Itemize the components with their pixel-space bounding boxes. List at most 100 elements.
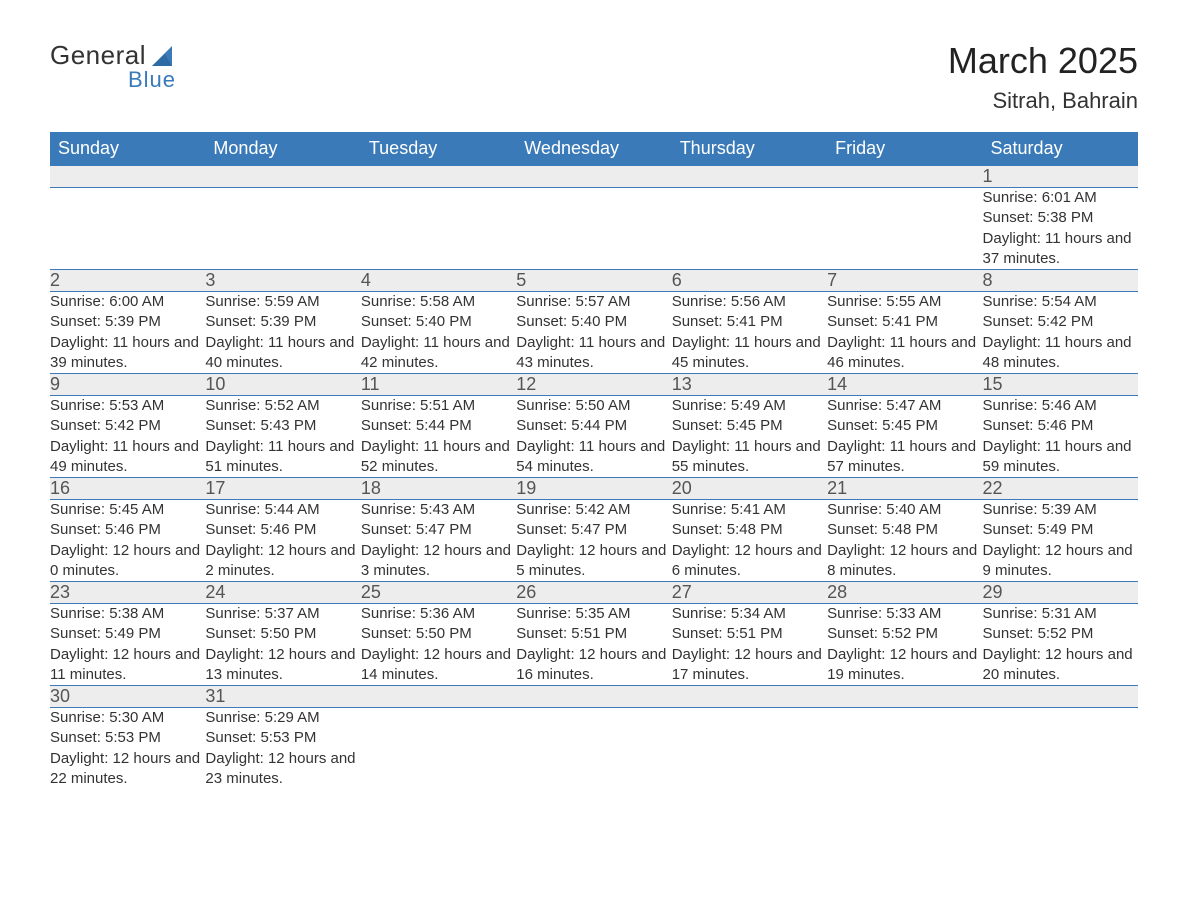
month-title: March 2025 [948,40,1138,82]
day-cell: Sunrise: 5:49 AMSunset: 5:45 PMDaylight:… [672,396,827,478]
sunrise-line: Sunrise: 5:40 AM [827,500,982,520]
day-number: 16 [50,478,205,500]
weekday-header: Sunday [50,132,205,166]
empty-cell [516,686,671,708]
sunset-line: Sunset: 5:39 PM [205,312,360,332]
sunrise-line: Sunrise: 5:46 AM [983,396,1138,416]
day-number: 26 [516,582,671,604]
sunrise-line: Sunrise: 5:29 AM [205,708,360,728]
daylight-line: Daylight: 12 hours and 17 minutes. [672,645,827,686]
empty-cell [205,188,360,270]
daylight-line: Daylight: 12 hours and 0 minutes. [50,541,205,582]
sunset-line: Sunset: 5:51 PM [516,624,671,644]
day-data-row: Sunrise: 6:00 AMSunset: 5:39 PMDaylight:… [50,292,1138,374]
sunset-line: Sunset: 5:40 PM [516,312,671,332]
logo-text-blue: Blue [128,67,176,93]
sunrise-line: Sunrise: 5:35 AM [516,604,671,624]
sunset-line: Sunset: 5:47 PM [361,520,516,540]
day-number: 21 [827,478,982,500]
day-number-row: 1 [50,166,1138,188]
weekday-header: Friday [827,132,982,166]
calendar-body: 1 Sunrise: 6:01 AMSunset: 5:38 PMDayligh… [50,166,1138,790]
empty-cell [361,686,516,708]
daylight-line: Daylight: 11 hours and 42 minutes. [361,333,516,374]
weekday-header: Monday [205,132,360,166]
sunset-line: Sunset: 5:41 PM [672,312,827,332]
sunset-line: Sunset: 5:46 PM [50,520,205,540]
sunrise-line: Sunrise: 5:59 AM [205,292,360,312]
day-cell: Sunrise: 5:36 AMSunset: 5:50 PMDaylight:… [361,604,516,686]
daylight-line: Daylight: 12 hours and 3 minutes. [361,541,516,582]
day-cell: Sunrise: 6:01 AMSunset: 5:38 PMDaylight:… [983,188,1138,270]
daylight-line: Daylight: 11 hours and 46 minutes. [827,333,982,374]
sunrise-line: Sunrise: 5:41 AM [672,500,827,520]
empty-cell [205,166,360,188]
day-cell: Sunrise: 6:00 AMSunset: 5:39 PMDaylight:… [50,292,205,374]
day-number-row: 3031 [50,686,1138,708]
day-number: 29 [983,582,1138,604]
day-number: 22 [983,478,1138,500]
daylight-line: Daylight: 12 hours and 11 minutes. [50,645,205,686]
empty-cell [50,166,205,188]
daylight-line: Daylight: 11 hours and 54 minutes. [516,437,671,478]
day-cell: Sunrise: 5:37 AMSunset: 5:50 PMDaylight:… [205,604,360,686]
day-number: 9 [50,374,205,396]
day-number: 28 [827,582,982,604]
day-cell: Sunrise: 5:58 AMSunset: 5:40 PMDaylight:… [361,292,516,374]
day-cell: Sunrise: 5:29 AMSunset: 5:53 PMDaylight:… [205,708,360,790]
daylight-line: Daylight: 11 hours and 45 minutes. [672,333,827,374]
empty-cell [827,686,982,708]
day-cell: Sunrise: 5:42 AMSunset: 5:47 PMDaylight:… [516,500,671,582]
sunrise-line: Sunrise: 6:01 AM [983,188,1138,208]
empty-cell [672,686,827,708]
daylight-line: Daylight: 12 hours and 22 minutes. [50,749,205,790]
day-number: 19 [516,478,671,500]
day-cell: Sunrise: 5:35 AMSunset: 5:51 PMDaylight:… [516,604,671,686]
day-number: 6 [672,270,827,292]
sunset-line: Sunset: 5:47 PM [516,520,671,540]
daylight-line: Daylight: 12 hours and 8 minutes. [827,541,982,582]
sunset-line: Sunset: 5:45 PM [672,416,827,436]
day-cell: Sunrise: 5:51 AMSunset: 5:44 PMDaylight:… [361,396,516,478]
daylight-line: Daylight: 12 hours and 16 minutes. [516,645,671,686]
day-number: 20 [672,478,827,500]
empty-cell [983,708,1138,790]
location: Sitrah, Bahrain [948,88,1138,114]
sunset-line: Sunset: 5:49 PM [50,624,205,644]
day-data-row: Sunrise: 5:30 AMSunset: 5:53 PMDaylight:… [50,708,1138,790]
sunset-line: Sunset: 5:43 PM [205,416,360,436]
daylight-line: Daylight: 12 hours and 6 minutes. [672,541,827,582]
day-number: 27 [672,582,827,604]
daylight-line: Daylight: 11 hours and 57 minutes. [827,437,982,478]
sunrise-line: Sunrise: 5:47 AM [827,396,982,416]
daylight-line: Daylight: 11 hours and 59 minutes. [983,437,1138,478]
day-number: 1 [983,166,1138,188]
day-number: 15 [983,374,1138,396]
empty-cell [361,708,516,790]
day-cell: Sunrise: 5:57 AMSunset: 5:40 PMDaylight:… [516,292,671,374]
sunset-line: Sunset: 5:44 PM [516,416,671,436]
sunset-line: Sunset: 5:42 PM [50,416,205,436]
calendar-head: SundayMondayTuesdayWednesdayThursdayFrid… [50,132,1138,166]
sunset-line: Sunset: 5:46 PM [205,520,360,540]
sunrise-line: Sunrise: 5:49 AM [672,396,827,416]
sunrise-line: Sunrise: 5:31 AM [983,604,1138,624]
day-number-row: 23242526272829 [50,582,1138,604]
day-cell: Sunrise: 5:45 AMSunset: 5:46 PMDaylight:… [50,500,205,582]
day-cell: Sunrise: 5:41 AMSunset: 5:48 PMDaylight:… [672,500,827,582]
sunrise-line: Sunrise: 5:56 AM [672,292,827,312]
day-cell: Sunrise: 5:33 AMSunset: 5:52 PMDaylight:… [827,604,982,686]
day-cell: Sunrise: 5:50 AMSunset: 5:44 PMDaylight:… [516,396,671,478]
day-data-row: Sunrise: 6:01 AMSunset: 5:38 PMDaylight:… [50,188,1138,270]
day-number: 24 [205,582,360,604]
sunset-line: Sunset: 5:45 PM [827,416,982,436]
day-number: 14 [827,374,982,396]
day-number: 23 [50,582,205,604]
sunset-line: Sunset: 5:42 PM [983,312,1138,332]
sunrise-line: Sunrise: 5:45 AM [50,500,205,520]
day-cell: Sunrise: 5:59 AMSunset: 5:39 PMDaylight:… [205,292,360,374]
day-number: 30 [50,686,205,708]
day-cell: Sunrise: 5:55 AMSunset: 5:41 PMDaylight:… [827,292,982,374]
empty-cell [983,686,1138,708]
day-number: 5 [516,270,671,292]
